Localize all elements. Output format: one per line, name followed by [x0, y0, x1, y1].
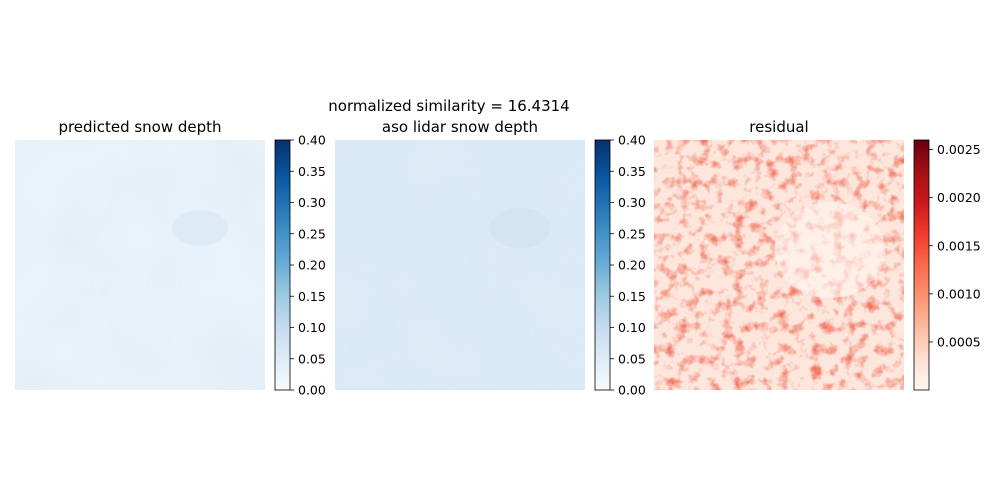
colorbar-gradient	[594, 139, 611, 391]
colorbar-tick-label: 0.0025	[937, 142, 981, 157]
colorbar-tick-label: 0.20	[298, 258, 326, 273]
panel-title-residual: residual	[749, 118, 808, 136]
colorbar-tick-label: 0.25	[298, 226, 326, 241]
colorbar-tick-label: 0.05	[298, 351, 326, 366]
panel-title-predicted: predicted snow depth	[58, 118, 221, 136]
colorbar-predicted: 0.00 0.05 0.10 0.15 0.20 0.25 0.30 0.35 0.40	[274, 133, 326, 398]
colorbar-tick-label: 0.35	[298, 164, 326, 179]
heatmap-aso-feature	[490, 208, 550, 248]
colorbar-tick-label: 0.10	[618, 320, 646, 335]
panel-title-aso: aso lidar snow depth	[382, 118, 538, 136]
colorbar-tick-label: 0.05	[618, 351, 646, 366]
colorbar-tick-label: 0.30	[618, 195, 646, 210]
heatmap-residual-light-area	[775, 202, 885, 298]
colorbar-tick-label: 0.40	[298, 133, 326, 148]
colorbar-tick-label: 0.30	[298, 195, 326, 210]
colorbar-tick-label: 0.25	[618, 226, 646, 241]
heatmap-aso-texture	[335, 140, 585, 390]
heatmap-predicted-feature	[172, 210, 228, 246]
colorbar-gradient	[913, 139, 930, 391]
colorbar-tick-label: 0.10	[298, 320, 326, 335]
colorbar-tick-label: 0.00	[618, 383, 646, 398]
colorbar-tick-label: 0.00	[298, 383, 326, 398]
panel-aso: aso lidar snow depth 0.00 0.05 0.10 0.15 0.2…	[335, 118, 646, 398]
colorbar-tick-label: 0.15	[618, 289, 646, 304]
colorbar-tick-label: 0.20	[618, 258, 646, 273]
colorbar-gradient	[274, 139, 291, 391]
figure-suptitle: normalized similarity = 16.4314	[328, 97, 569, 115]
colorbar-tick-label: 0.35	[618, 164, 646, 179]
colorbar-tick-label: 0.0020	[937, 190, 981, 205]
panel-predicted: predicted snow depth 0.00 0.05 0.10 0.15 0.2…	[15, 118, 326, 398]
heatmap-predicted-texture	[15, 140, 265, 390]
colorbar-residual: 0.0005 0.0010 0.0015 0.0020 0.0025	[913, 139, 981, 391]
colorbar-aso: 0.00 0.05 0.10 0.15 0.20 0.25 0.30 0.35 0.40	[594, 133, 646, 398]
colorbar-tick-label: 0.15	[298, 289, 326, 304]
colorbar-tick-label: 0.0010	[937, 286, 981, 301]
colorbar-tick-label: 0.0005	[937, 334, 981, 349]
panel-residual: residual 0.0005 0.0010 0.0015 0.0020 0.0025	[654, 118, 981, 391]
colorbar-tick-label: 0.0015	[937, 238, 981, 253]
colorbar-tick-label: 0.40	[618, 133, 646, 148]
